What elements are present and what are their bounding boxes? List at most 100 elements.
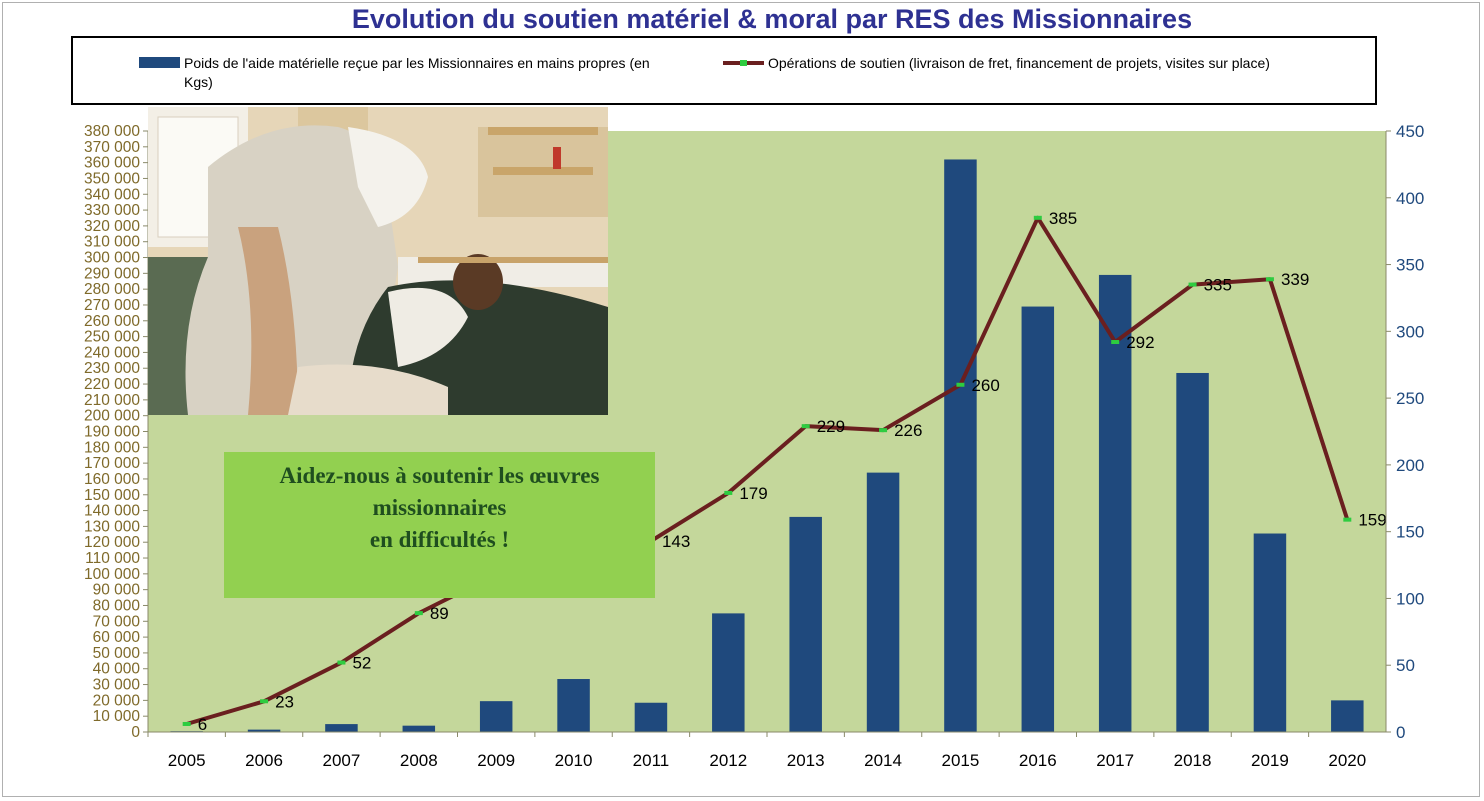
left-tick-label: 90 000	[93, 582, 141, 599]
left-tick-label: 180 000	[84, 439, 140, 456]
left-tick-label: 250 000	[84, 329, 140, 346]
line-marker-2019	[1265, 277, 1274, 282]
x-tick-label-2019: 2019	[1251, 751, 1289, 770]
line-marker-2014	[879, 428, 888, 433]
x-tick-label-2014: 2014	[864, 751, 902, 770]
left-tick-label: 30 000	[93, 677, 141, 694]
line-data-label-2020: 159	[1358, 511, 1386, 530]
right-tick-label: 300	[1396, 322, 1424, 341]
legend-label-bars: Poids de l'aide matérielle reçue par les…	[184, 55, 650, 90]
line-marker-2012	[724, 490, 733, 495]
callout-box: Aidez-nous à soutenir les œuvres mission…	[224, 452, 655, 598]
x-tick-label-2013: 2013	[787, 751, 825, 770]
legend-entry-bars: Poids de l'aide matérielle reçue par les…	[139, 54, 679, 92]
line-data-label-2014: 226	[894, 421, 922, 440]
left-tick-label: 340 000	[84, 186, 140, 203]
left-tick-label: 200 000	[84, 408, 140, 425]
bar-2012	[712, 613, 745, 732]
bar-2019	[1253, 533, 1287, 732]
line-marker-2008	[414, 611, 423, 616]
x-tick-label-2012: 2012	[709, 751, 747, 770]
left-tick-label: 50 000	[93, 645, 141, 662]
left-tick-label: 0	[131, 724, 140, 741]
line-data-label-2005: 6	[198, 715, 207, 734]
left-tick-label: 130 000	[84, 518, 140, 535]
line-marker-2007	[337, 660, 346, 665]
right-tick-label: 400	[1396, 189, 1424, 208]
line-data-label-2006: 23	[275, 692, 294, 711]
bar-2007	[325, 724, 358, 732]
left-tick-label: 120 000	[84, 534, 140, 551]
line-data-label-2013: 229	[817, 417, 845, 436]
left-tick-label: 310 000	[84, 234, 140, 251]
line-marker-2015	[956, 382, 965, 387]
x-tick-label-2016: 2016	[1019, 751, 1057, 770]
right-tick-label: 50	[1396, 656, 1415, 675]
x-tick-label-2011: 2011	[633, 751, 670, 770]
left-tick-label: 300 000	[84, 250, 140, 267]
line-marker-2018	[1188, 282, 1197, 287]
left-tick-label: 190 000	[84, 424, 140, 441]
x-tick-label-2009: 2009	[477, 751, 515, 770]
line-marker-2016	[1033, 215, 1042, 220]
bar-2018	[1176, 372, 1209, 732]
right-tick-label: 250	[1396, 389, 1424, 408]
left-tick-label: 70 000	[93, 613, 141, 630]
line-data-label-2017: 292	[1126, 333, 1154, 352]
left-tick-label: 280 000	[84, 281, 140, 298]
line-data-label-2011: 143	[662, 532, 690, 551]
bar-2009	[479, 701, 513, 732]
legend-entry-line: Opérations de soutien (livraison de fret…	[723, 54, 1363, 73]
bar-2017	[1098, 274, 1132, 732]
line-data-label-2018: 335	[1204, 276, 1232, 295]
left-tick-label: 320 000	[84, 218, 140, 235]
left-tick-label: 150 000	[84, 487, 140, 504]
line-data-label-2019: 339	[1281, 270, 1309, 289]
left-tick-label: 270 000	[84, 297, 140, 314]
left-tick-label: 370 000	[84, 139, 140, 156]
left-tick-label: 160 000	[84, 471, 140, 488]
x-tick-label-2020: 2020	[1328, 751, 1366, 770]
photo-nun-caring-patient	[148, 107, 608, 415]
line-marker-2006	[260, 699, 269, 704]
left-tick-label: 350 000	[84, 170, 140, 187]
left-tick-label: 40 000	[93, 661, 141, 678]
right-tick-label: 450	[1396, 122, 1424, 141]
left-tick-label: 290 000	[84, 265, 140, 282]
x-tick-label-2018: 2018	[1174, 751, 1212, 770]
bar-2016	[1021, 306, 1055, 732]
left-tick-label: 140 000	[84, 503, 140, 520]
legend-swatch-line	[723, 60, 764, 66]
left-tick-label: 330 000	[84, 202, 140, 219]
x-tick-label-2015: 2015	[942, 751, 980, 770]
line-data-label-2016: 385	[1049, 209, 1077, 228]
left-tick-label: 170 000	[84, 455, 140, 472]
x-tick-label-2010: 2010	[555, 751, 593, 770]
callout-line-1: Aidez-nous à soutenir les œuvres	[279, 463, 600, 488]
line-data-label-2007: 52	[352, 654, 371, 673]
x-tick-label-2007: 2007	[323, 751, 361, 770]
left-tick-label: 80 000	[93, 597, 141, 614]
bar-2013	[789, 516, 822, 732]
right-tick-label: 150	[1396, 523, 1424, 542]
left-tick-label: 10 000	[93, 708, 141, 725]
callout-line-3: en difficultés !	[369, 527, 510, 552]
bar-2006	[247, 729, 281, 732]
bar-2015	[944, 159, 977, 733]
x-tick-label-2005: 2005	[168, 751, 206, 770]
line-marker-2017	[1111, 340, 1120, 345]
line-marker-2005	[182, 721, 191, 726]
bar-2010	[557, 679, 590, 732]
left-tick-label: 60 000	[93, 629, 141, 646]
legend-swatch-bars	[139, 57, 180, 68]
right-tick-label: 200	[1396, 456, 1424, 475]
left-tick-label: 220 000	[84, 376, 140, 393]
right-tick-label: 350	[1396, 256, 1424, 275]
left-tick-label: 210 000	[84, 392, 140, 409]
right-tick-label: 100	[1396, 589, 1424, 608]
x-tick-label-2017: 2017	[1096, 751, 1134, 770]
bar-2011	[634, 702, 668, 732]
left-tick-label: 20 000	[93, 692, 141, 709]
